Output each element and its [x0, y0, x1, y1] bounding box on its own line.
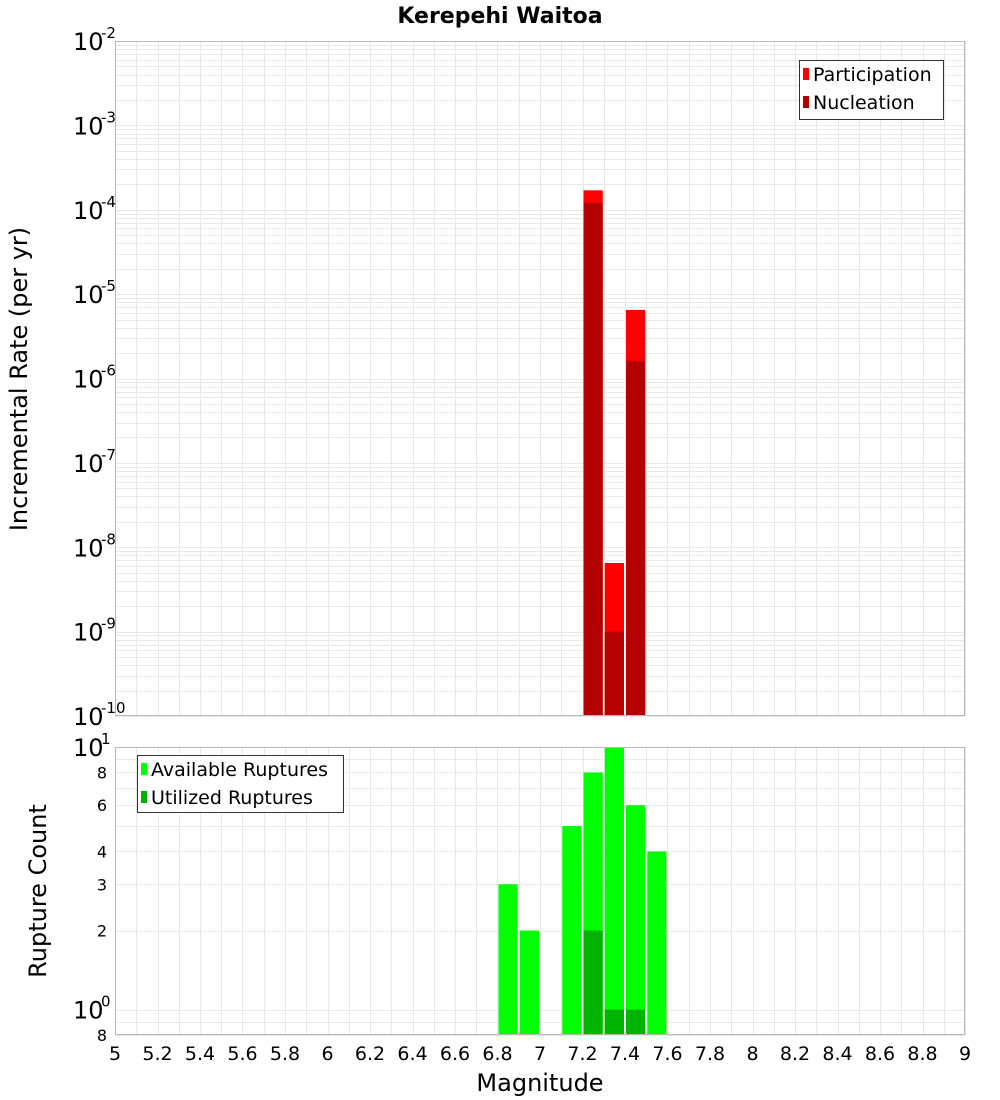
bottom-panel-y-tick-label: 6	[97, 796, 107, 815]
top-panel-y-tick-exponent: -7	[101, 446, 116, 464]
bottom-panel-bar	[562, 826, 582, 1035]
top-panel-y-tick-exponent: -9	[101, 615, 116, 633]
top-panel-legend-label: Participation	[813, 64, 932, 86]
top-panel-series-1	[583, 203, 646, 716]
bottom-panel-y-tick-label: 4	[97, 842, 107, 861]
bottom-panel-series-1	[583, 930, 646, 1035]
top-panel-y-tick-label: 10	[73, 366, 104, 394]
bottom-panel-bar	[604, 1009, 624, 1035]
top-panel-y-tick-label: 10	[73, 534, 104, 562]
top-panel-border	[115, 41, 965, 716]
bottom-panel-bar	[498, 884, 518, 1035]
top-panel-y-tick-exponent: -5	[101, 277, 116, 295]
bottom-panel-y-tick-label: 10	[73, 997, 104, 1025]
x-tick-label: 7.6	[652, 1043, 682, 1065]
x-tick-label: 6.8	[482, 1043, 512, 1065]
top-panel-y-axis-title: Incremental Rate (per yr)	[5, 227, 33, 531]
x-tick-label: 8.4	[822, 1043, 852, 1065]
top-panel-y-tick-exponent: -8	[101, 530, 116, 548]
top-panel-y-tick-label: 10	[73, 703, 104, 731]
top-panel-legend-swatch	[803, 68, 809, 80]
bottom-panel-y-tick-label: 8	[97, 1026, 107, 1045]
x-tick-label: 7	[534, 1043, 546, 1065]
top-panel-bar	[626, 361, 646, 716]
top-panel-legend-swatch	[803, 96, 809, 108]
x-tick-label: 7.2	[567, 1043, 597, 1065]
top-panel: 10-1010-910-810-710-610-510-410-310-2Par…	[73, 24, 966, 731]
top-panel-y-tick-label: 10	[73, 112, 104, 140]
bottom-panel-y-tick-exponent: 0	[101, 993, 111, 1011]
x-tick-label: 7.4	[610, 1043, 640, 1065]
top-panel-bar	[583, 203, 603, 716]
x-tick-label: 5.4	[185, 1043, 215, 1065]
x-tick-label: 6.2	[355, 1043, 385, 1065]
top-panel-y-tick-exponent: -3	[101, 108, 116, 126]
x-tick-label: 8.8	[907, 1043, 937, 1065]
bottom-panel-y-tick-exponent: 1	[101, 730, 111, 748]
top-panel-y-tick-label: 10	[73, 281, 104, 309]
top-panel-legend-box	[799, 60, 944, 120]
top-panel-legend: Participation Nucleation	[799, 60, 944, 120]
x-axis-title: Magnitude	[476, 1069, 603, 1097]
bottom-panel-legend-label: Utilized Ruptures	[151, 787, 313, 809]
bottom-panel-y-tick-label: 2	[97, 922, 107, 941]
bottom-panel-y-tick-label: 3	[97, 875, 107, 894]
bottom-panel-bar	[647, 851, 667, 1035]
bottom-panel-bar	[626, 805, 646, 1035]
top-panel-grid	[115, 41, 966, 717]
bottom-panel-legend-label: Available Ruptures	[151, 759, 328, 781]
top-panel-y-tick-label: 10	[73, 197, 104, 225]
bottom-panel-bar	[519, 930, 539, 1035]
x-tick-label: 9	[959, 1043, 971, 1065]
bottom-panel-y-tick-label: 8	[97, 763, 107, 782]
top-panel-y-tick-label: 10	[73, 28, 104, 56]
x-axis-ticks: 5 5.2 5.4 5.6 5.8 6 6.2 6.4 6.6 6.8 7 7.2 7.4 7.6 7.8 8…	[109, 1043, 971, 1065]
bottom-panel-legend-swatch	[141, 791, 147, 803]
bottom-panel-bar	[583, 930, 603, 1035]
top-panel-legend-label: Nucleation	[813, 92, 915, 114]
top-panel-bar	[604, 631, 624, 716]
x-tick-label: 5.8	[270, 1043, 300, 1065]
top-panel-y-tick-label: 10	[73, 619, 104, 647]
bottom-panel-series-0	[498, 747, 667, 1035]
x-tick-label: 5.2	[142, 1043, 172, 1065]
bottom-panel-legend-box	[137, 755, 344, 813]
x-tick-label: 5	[109, 1043, 121, 1065]
x-tick-label: 6	[321, 1043, 333, 1065]
top-panel-y-tick-exponent: -6	[101, 362, 116, 380]
x-tick-label: 6.6	[440, 1043, 470, 1065]
bottom-panel-bar	[626, 1009, 646, 1035]
top-panel-y-tick-exponent: -4	[101, 193, 116, 211]
chart-title: Kerepehi Waitoa	[397, 4, 602, 29]
x-tick-label: 8.6	[865, 1043, 895, 1065]
bottom-panel-legend: Available Ruptures Utilized Ruptures	[137, 755, 344, 813]
x-tick-label: 6.4	[397, 1043, 427, 1065]
top-panel-y-tick-label: 10	[73, 450, 104, 478]
bottom-panel-y-axis-title: Rupture Count	[24, 804, 52, 978]
bottom-panel-legend-swatch	[141, 763, 147, 775]
bottom-panel-y-tick-label: 10	[73, 734, 104, 762]
top-panel-y-tick-exponent: -2	[101, 24, 116, 42]
x-tick-label: 8.2	[780, 1043, 810, 1065]
bottom-panel-border	[115, 747, 965, 1035]
x-tick-label: 5.6	[227, 1043, 257, 1065]
bottom-panel-bar	[604, 747, 624, 1035]
x-tick-label: 7.8	[695, 1043, 725, 1065]
x-tick-label: 8	[746, 1043, 758, 1065]
top-panel-y-tick-exponent: -10	[101, 699, 126, 717]
